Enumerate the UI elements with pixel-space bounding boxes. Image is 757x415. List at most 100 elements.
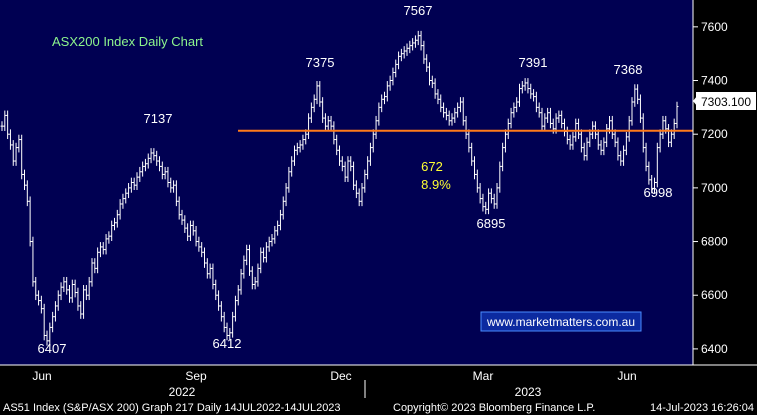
price-bar: [96, 247, 100, 274]
price-bar: [338, 145, 341, 166]
price-bar: [343, 161, 347, 182]
price-bar: [546, 107, 550, 123]
price-bar: [160, 161, 164, 180]
price-bar: [436, 89, 440, 105]
y-tick-label: 6800: [701, 235, 728, 249]
price-bar: [172, 180, 176, 193]
last-price-tag-pointer: [693, 96, 697, 106]
price-bar: [613, 129, 617, 148]
low-label-6412: 6412: [213, 336, 242, 351]
price-bar: [428, 62, 431, 86]
price-bar: [360, 183, 364, 207]
price-bar: [152, 148, 156, 161]
price-bar: [605, 123, 609, 148]
price-bar: [667, 123, 671, 148]
price-bar: [273, 225, 277, 244]
price-bar: [200, 242, 204, 258]
price-bar: [295, 142, 299, 156]
price-bar: [543, 113, 547, 131]
price-bar: [264, 242, 268, 263]
price-bar: [101, 242, 105, 255]
price-bar: [560, 110, 564, 129]
price-bar: [385, 81, 389, 102]
price-bar: [3, 110, 7, 131]
year-label: 2023: [515, 385, 542, 399]
price-bar: [506, 118, 510, 140]
price-bars: [0, 30, 679, 346]
price-bar: [579, 129, 583, 153]
price-bar: [419, 30, 423, 51]
price-bar: [599, 140, 603, 156]
price-bar: [653, 177, 656, 194]
price-bar: [270, 234, 274, 247]
price-bar: [301, 134, 305, 150]
price-bar: [222, 311, 226, 333]
y-tick-label: 7000: [701, 181, 728, 195]
price-bar: [374, 115, 378, 140]
price-bar: [194, 225, 198, 247]
low-label-6895: 6895: [477, 216, 506, 231]
price-bar: [610, 115, 614, 140]
price-bar: [104, 234, 108, 255]
price-bar: [458, 97, 462, 113]
price-bar: [138, 166, 142, 182]
price-bar: [177, 196, 181, 220]
price-bar: [363, 169, 367, 193]
price-bar: [225, 322, 229, 341]
high-label-7368: 7368: [614, 62, 643, 77]
price-bar: [110, 220, 114, 242]
price-bar: [644, 142, 648, 172]
price-bar: [430, 75, 434, 89]
price-bar: [532, 89, 536, 102]
price-bar: [65, 276, 69, 295]
price-bar: [368, 142, 372, 166]
price-bar: [464, 115, 468, 140]
price-bar: [155, 150, 159, 166]
price-bar: [439, 94, 443, 113]
price-bar: [82, 285, 86, 319]
x-tick-label: Dec: [330, 369, 351, 383]
price-bar: [624, 132, 628, 156]
price-bar: [315, 81, 319, 105]
price-bar: [37, 290, 41, 306]
price-bar: [340, 156, 344, 172]
price-bar: [582, 142, 586, 161]
watermark-text: www.marketmatters.com.au: [486, 315, 635, 329]
price-bar: [411, 38, 415, 51]
price-bar: [281, 196, 285, 220]
price-bar: [349, 156, 353, 172]
price-bar: [388, 75, 392, 91]
price-bar: [515, 97, 519, 113]
price-bar: [312, 94, 316, 113]
price-bar: [571, 132, 575, 150]
footer-left: AS51 Index (S&P/ASX 200) Graph 217 Daily…: [3, 402, 341, 414]
price-bar: [630, 97, 634, 126]
price-bar: [158, 156, 161, 172]
price-bar: [214, 279, 218, 301]
price-bar: [250, 266, 254, 290]
price-bar: [672, 118, 676, 140]
price-bar: [149, 148, 153, 164]
price-bar: [107, 231, 111, 244]
price-bar: [219, 301, 223, 322]
price-bar: [23, 169, 26, 191]
price-bar: [616, 137, 620, 161]
price-bar: [34, 276, 38, 301]
price-bar: [442, 102, 446, 118]
price-bar: [70, 279, 74, 303]
price-bar: [481, 193, 485, 212]
price-bar: [332, 121, 336, 145]
price-bar: [62, 276, 66, 292]
x-tick-label: Sep: [185, 369, 207, 383]
plot-area: [0, 0, 693, 365]
price-bar: [68, 285, 71, 303]
price-bar: [45, 330, 49, 346]
chart-title: ASX200 Index Daily Chart: [52, 34, 203, 49]
price-bar: [470, 142, 474, 166]
high-label-7137: 7137: [144, 111, 173, 126]
price-bar: [484, 201, 488, 215]
price-bar: [11, 140, 15, 166]
price-bar: [276, 220, 280, 236]
price-bar: [239, 268, 243, 295]
